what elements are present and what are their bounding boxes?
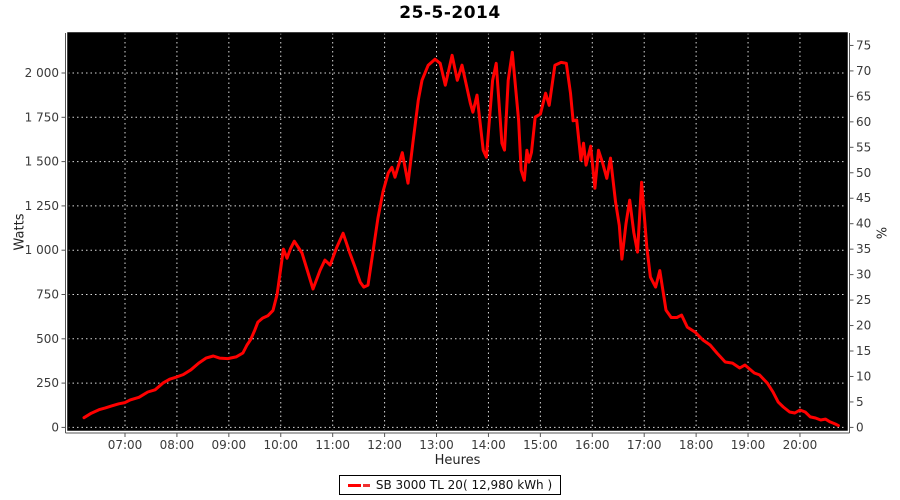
x-axis-title: Heures — [434, 453, 481, 468]
x-axis-tick-label: 16:00 — [575, 438, 610, 452]
right-axis-tick-label: 30 — [856, 268, 871, 282]
left-axis-tick-label: 1 500 — [25, 155, 59, 169]
right-axis-tick-label: 25 — [856, 293, 871, 307]
right-axis-tick-label: 75 — [856, 38, 871, 52]
x-axis-tick-label: 15:00 — [523, 438, 558, 452]
left-axis-tick-label: 750 — [36, 288, 59, 302]
right-axis-tick-label: 15 — [856, 344, 871, 358]
right-axis-tick-label: 10 — [856, 369, 871, 383]
x-axis-tick-label: 07:00 — [108, 438, 143, 452]
right-axis-tick-label: 55 — [856, 140, 871, 154]
x-axis-tick-label: 11:00 — [315, 438, 350, 452]
x-axis-tick-label: 10:00 — [263, 438, 298, 452]
left-axis-tick-label: 1 250 — [25, 199, 59, 213]
x-axis-tick-label: 08:00 — [160, 438, 195, 452]
right-axis-tick-label: 70 — [856, 64, 871, 78]
right-axis-tick-label: 50 — [856, 166, 871, 180]
right-axis-tick-label: 45 — [856, 191, 871, 205]
left-axis-tick-label: 500 — [36, 332, 59, 346]
plot-background[interactable] — [68, 33, 847, 430]
right-axis-tick-label: 65 — [856, 89, 871, 103]
right-axis-tick-label: 20 — [856, 319, 871, 333]
right-axis-tick-label: 60 — [856, 115, 871, 129]
right-axis-tick-label: 5 — [856, 395, 864, 409]
legend: SB 3000 TL 20( 12,980 kWh ) — [0, 475, 900, 495]
right-axis-tick-label: 0 — [856, 420, 864, 434]
x-axis-tick-label: 13:00 — [419, 438, 454, 452]
x-axis-tick-label: 19:00 — [731, 438, 766, 452]
x-axis-tick-label: 18:00 — [679, 438, 714, 452]
left-axis-tick-label: 1 000 — [25, 243, 59, 257]
x-axis-tick-label: 17:00 — [627, 438, 662, 452]
plot-border — [67, 32, 848, 431]
left-axis-tick-label: 1 750 — [25, 110, 59, 124]
right-axis-tick-label: 40 — [856, 217, 871, 231]
y-axis-title-percent: % — [872, 226, 888, 240]
series-line-marker-icon — [347, 483, 370, 487]
series-line — [82, 50, 840, 428]
legend-label: SB 3000 TL 20( 12,980 kWh ) — [375, 478, 553, 492]
left-axis-tick-label: 2 000 — [25, 66, 59, 80]
x-axis-tick-label: 09:00 — [212, 438, 247, 452]
y-axis-title-watts: Watts — [12, 213, 28, 251]
right-axis-tick-label: 35 — [856, 242, 871, 256]
left-axis-tick-label: 250 — [36, 376, 59, 390]
x-axis-tick-label: 20:00 — [783, 438, 818, 452]
x-axis-tick-label: 14:00 — [471, 438, 506, 452]
legend-box: SB 3000 TL 20( 12,980 kWh ) — [338, 475, 562, 495]
x-axis-tick-label: 12:00 — [367, 438, 402, 452]
chart-title: 25-5-2014 — [399, 3, 501, 23]
left-axis-tick-label: 0 — [51, 420, 59, 434]
